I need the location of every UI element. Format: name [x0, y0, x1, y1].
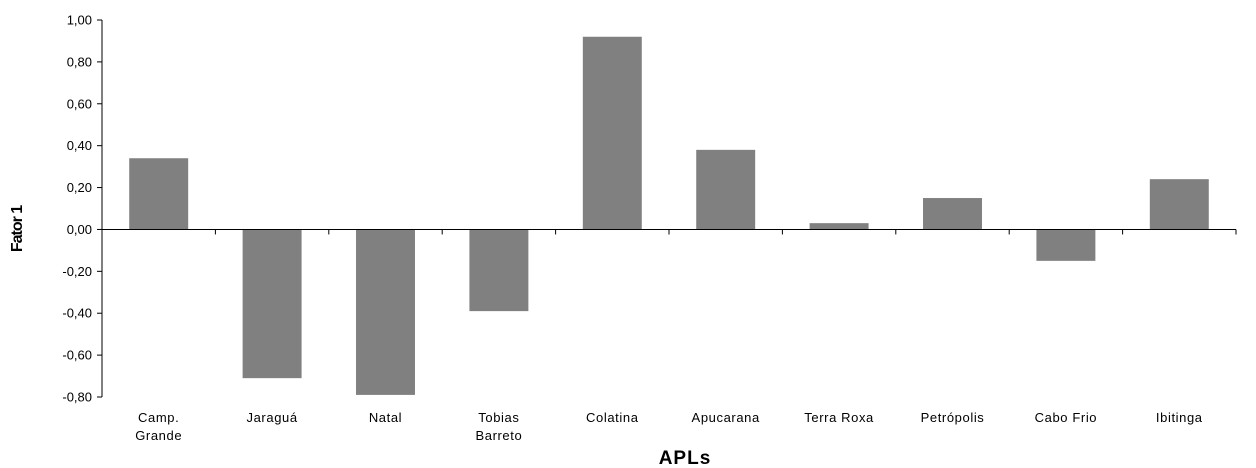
bar: [923, 198, 982, 230]
x-category-label: Petrópolis: [921, 410, 985, 425]
bar: [1149, 179, 1209, 230]
bar: [582, 36, 642, 230]
bar: [809, 223, 869, 230]
bar: [129, 158, 189, 230]
y-axis-title: Fator 1: [9, 205, 26, 252]
y-axis-ticks: 1,00 0,80 0,60 0,40 0,20 0,00 -0,20 -0,40 -0,60 -…: [62, 13, 102, 405]
y-tick-label: -0,40: [62, 306, 92, 321]
y-tick-label: -0,80: [62, 390, 92, 405]
bars-group: [129, 36, 1209, 395]
x-category-label: Terra Roxa: [804, 410, 874, 425]
x-category-label: Jaraguá: [247, 410, 298, 425]
x-category-label: Camp. Grande: [135, 410, 182, 443]
y-tick-label: 0,80: [67, 54, 92, 69]
y-tick-label: 0,00: [67, 222, 92, 237]
x-category-label: Tobias Barreto: [475, 410, 522, 443]
x-category-label: Apucarana: [692, 410, 760, 425]
x-category-label: Colatina: [586, 410, 639, 425]
y-tick-label: 0,60: [67, 96, 92, 111]
y-tick-label: -0,20: [62, 264, 92, 279]
bar: [1036, 229, 1096, 261]
y-tick-label: 1,00: [67, 13, 92, 28]
bar: [696, 149, 756, 230]
x-axis-labels: Camp. Grande Jaraguá Natal Tobias Barreto Cola…: [135, 410, 1203, 443]
y-tick-label: -0,60: [62, 348, 92, 363]
bar: [469, 229, 529, 312]
bar: [242, 229, 302, 379]
x-category-label: Ibitinga: [1156, 410, 1203, 425]
axes-group: [101, 20, 1237, 397]
bar: [356, 229, 415, 395]
x-category-label: Cabo Frio: [1035, 410, 1097, 425]
x-axis-title: APLs: [659, 448, 712, 468]
y-tick-label: 0,40: [67, 138, 92, 153]
y-tick-label: 0,20: [67, 180, 92, 195]
x-category-label: Natal: [369, 410, 402, 425]
